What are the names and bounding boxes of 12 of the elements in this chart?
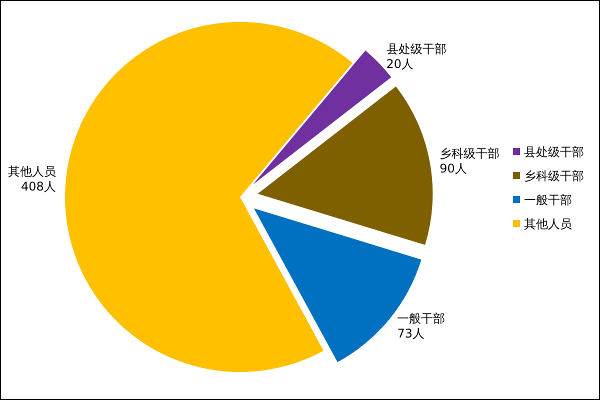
legend-label: 一般干部 bbox=[524, 193, 572, 207]
slice-label: 其他人员 bbox=[8, 164, 56, 179]
slice-label: 一般干部 bbox=[397, 311, 446, 326]
slice-label: 县处级干部 bbox=[386, 42, 446, 56]
data-label: 20人 bbox=[386, 57, 414, 72]
slice-label: 乡科级干部 bbox=[440, 146, 500, 160]
legend-label: 县处级干部 bbox=[524, 145, 584, 159]
legend-label: 其他人员 bbox=[524, 217, 572, 231]
data-label: 408人 bbox=[21, 180, 56, 194]
legend-label: 乡科级干部 bbox=[524, 169, 584, 183]
data-label: 73人 bbox=[397, 326, 425, 340]
data-label: 90人 bbox=[440, 161, 467, 176]
